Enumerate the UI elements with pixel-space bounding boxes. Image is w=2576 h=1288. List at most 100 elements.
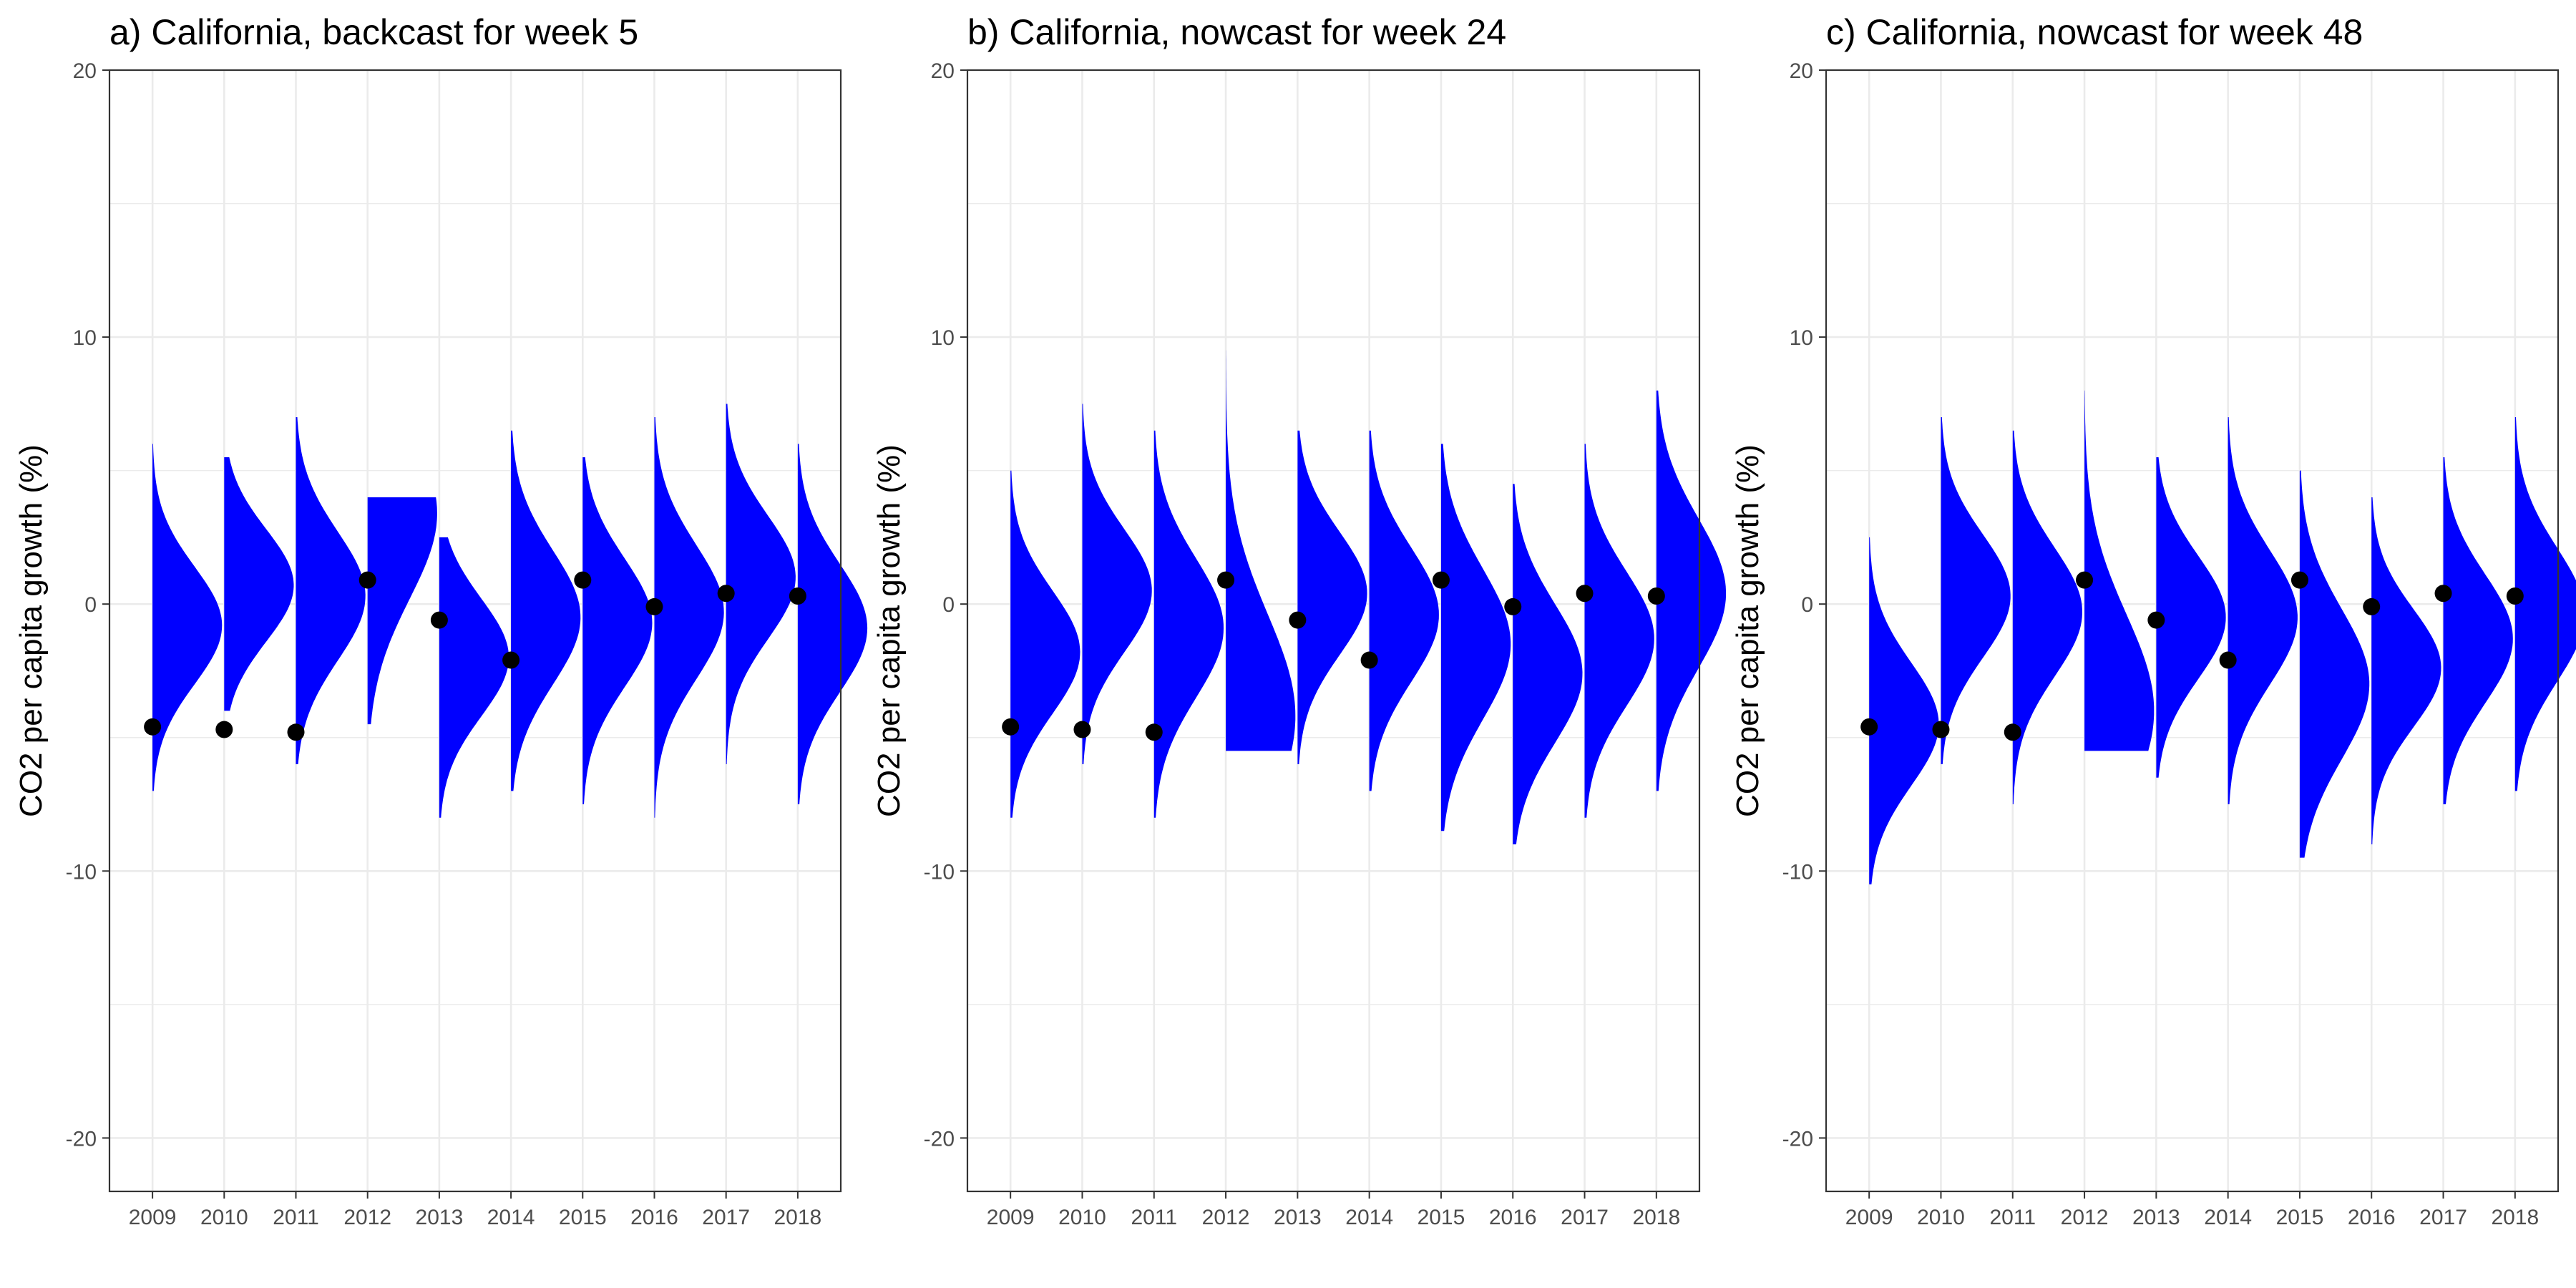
x-tick-label: 2014: [487, 1206, 535, 1229]
point-2012: [358, 571, 376, 589]
point-2014: [1360, 651, 1378, 669]
densities: [152, 404, 868, 818]
y-tick-label: -20: [924, 1127, 955, 1151]
observed-points: [1002, 571, 1665, 741]
y-tick-label: -10: [66, 860, 97, 884]
x-tick-label: 2015: [559, 1206, 607, 1229]
x-tick-label: 2014: [2204, 1206, 2252, 1229]
point-2012: [2076, 571, 2094, 589]
density-2018: [797, 444, 868, 804]
observed-points: [1860, 571, 2524, 741]
point-2010: [215, 721, 233, 738]
panel-border: [966, 69, 1701, 1193]
point-2009: [1002, 718, 1020, 736]
density-2011: [2012, 430, 2082, 804]
x-tick-label: 2013: [2132, 1206, 2180, 1229]
point-2015: [2290, 571, 2308, 589]
density-2014: [511, 430, 581, 791]
density-2009: [1869, 537, 1939, 884]
x-tick-label: 2010: [1917, 1206, 1965, 1229]
x-tick-label: 2016: [1489, 1206, 1537, 1229]
y-tick-label: -20: [1782, 1127, 1813, 1151]
observed-points: [144, 571, 806, 741]
point-2018: [1647, 587, 1665, 605]
point-2012: [1217, 571, 1235, 589]
panel-border: [1825, 69, 2560, 1193]
density-2015: [582, 457, 653, 804]
y-tick-label: -20: [66, 1127, 97, 1151]
point-2011: [2004, 723, 2021, 741]
x-tick-label: 2012: [343, 1206, 391, 1229]
point-2014: [502, 651, 520, 669]
density-2014: [1369, 430, 1439, 791]
point-2016: [2363, 597, 2381, 615]
density-2010: [224, 457, 294, 711]
x-tick-label: 2012: [2061, 1206, 2109, 1229]
panels: -20 -10 0 10 20 2009 2010 2011 2012 2013 2014 2015 2…: [14, 12, 2576, 1229]
density-2014: [2228, 417, 2298, 804]
x-tick-label: 2011: [1131, 1206, 1178, 1229]
point-2010: [1073, 721, 1091, 738]
y-tick-label: 0: [942, 593, 955, 617]
y-axis-title: CO2 per capita growth (%): [14, 444, 49, 817]
y-axis-title: CO2 per capita growth (%): [872, 444, 907, 817]
x-axis: 2009 2010 2011 2012 2013 2014 2015 2016 2017 2018: [987, 1191, 1680, 1229]
x-tick-label: 2015: [1418, 1206, 1465, 1229]
density-2010: [1082, 404, 1152, 764]
densities: [1869, 390, 2576, 884]
point-2016: [1504, 597, 1522, 615]
density-2011: [296, 417, 366, 764]
density-2017: [726, 404, 796, 764]
density-2018: [2514, 417, 2576, 791]
point-2017: [1576, 585, 1594, 602]
y-tick-label: -10: [1782, 860, 1813, 884]
panel-title: c) California, nowcast for week 48: [1826, 12, 2363, 52]
y-tick-label: -10: [924, 860, 955, 884]
density-2013: [1297, 430, 1367, 764]
panel-title: b) California, nowcast for week 24: [967, 12, 1506, 52]
y-tick-label: 20: [1790, 59, 1813, 83]
density-2016: [654, 417, 724, 818]
y-tick-label: 0: [1801, 593, 1813, 617]
x-tick-label: 2017: [702, 1206, 750, 1229]
x-tick-label: 2017: [2419, 1206, 2467, 1229]
x-tick-label: 2009: [1845, 1206, 1893, 1229]
point-2015: [1432, 571, 1450, 589]
point-2017: [717, 585, 735, 602]
density-2012: [1226, 350, 1296, 751]
point-2011: [1145, 723, 1163, 741]
density-2015: [2299, 470, 2370, 858]
density-2015: [1440, 444, 1511, 831]
x-tick-label: 2015: [2276, 1206, 2324, 1229]
point-2013: [430, 611, 448, 629]
y-tick-label: 20: [73, 59, 97, 83]
density-2017: [1584, 444, 1654, 818]
y-axis: -20 -10 0 10 20: [1782, 59, 1826, 1151]
x-tick-label: 2018: [2491, 1206, 2539, 1229]
x-tick-label: 2014: [1345, 1206, 1393, 1229]
density-2013: [2156, 457, 2226, 778]
x-tick-label: 2010: [200, 1206, 248, 1229]
point-2014: [2219, 651, 2237, 669]
y-tick-label: 20: [931, 59, 955, 83]
y-axis: -20 -10 0 10 20: [924, 59, 967, 1151]
x-tick-label: 2013: [416, 1206, 464, 1229]
x-tick-label: 2018: [1632, 1206, 1680, 1229]
point-2009: [1860, 718, 1878, 736]
panel-title: a) California, backcast for week 5: [109, 12, 638, 52]
density-2016: [2371, 497, 2441, 844]
densities: [1010, 350, 1727, 844]
density-2012: [367, 497, 437, 725]
density-2017: [2443, 457, 2513, 804]
point-2013: [2147, 611, 2165, 629]
y-tick-label: 10: [73, 326, 97, 350]
density-2013: [439, 537, 509, 818]
point-2018: [789, 587, 806, 605]
x-tick-label: 2009: [987, 1206, 1035, 1229]
x-axis: 2009 2010 2011 2012 2013 2014 2015 2016 2017 2018: [129, 1191, 821, 1229]
x-tick-label: 2011: [1990, 1206, 2036, 1229]
y-tick-label: 0: [84, 593, 97, 617]
